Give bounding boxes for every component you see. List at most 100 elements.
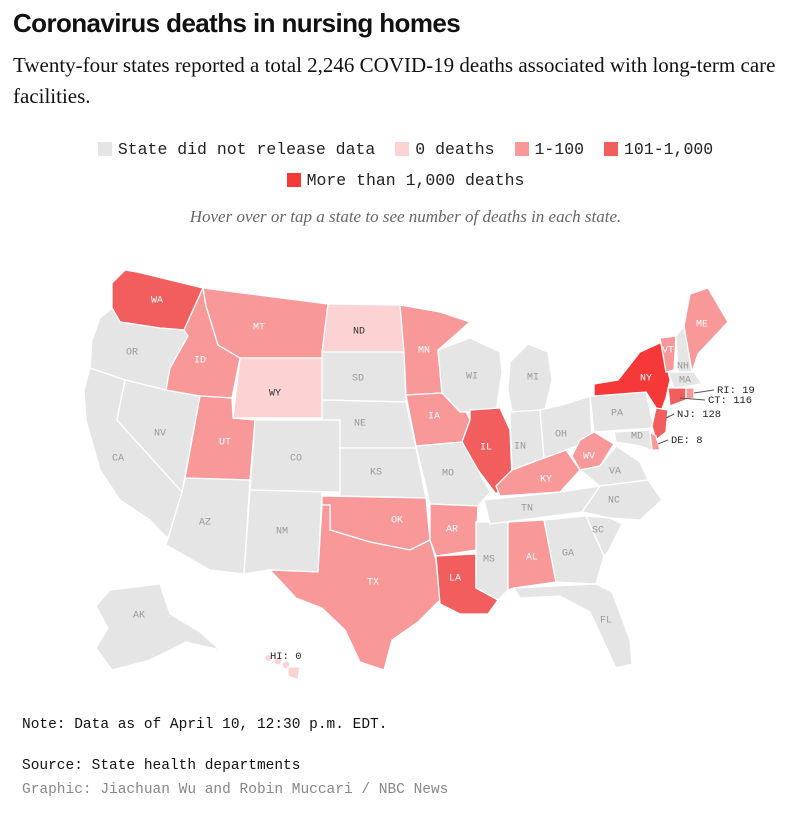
legend-item-zero: 0 deaths — [395, 139, 495, 159]
label-or: OR — [126, 348, 138, 359]
label-tx: TX — [367, 578, 379, 589]
label-sd: SD — [352, 374, 364, 385]
state-wi[interactable] — [437, 337, 503, 413]
label-mn: MN — [418, 346, 430, 357]
state-nc[interactable] — [580, 479, 663, 521]
legend-item-1-100: 1-100 — [514, 139, 585, 159]
label-co: CO — [290, 454, 302, 465]
legend-item-101-1000: 101-1,000 — [604, 140, 713, 159]
chart-subtitle: Twenty-four states reported a total 2,24… — [13, 53, 776, 108]
legend-row-1: State did not release data 0 deaths 1-10… — [0, 137, 811, 161]
legend-label-over-1000: More than 1,000 deaths — [306, 170, 525, 190]
callout-hi: HI: 0 — [270, 651, 302, 663]
state-mi[interactable] — [507, 343, 553, 415]
label-al: AL — [526, 553, 538, 564]
label-id: ID — [194, 356, 206, 367]
legend-label-101-1000: 101-1,000 — [624, 139, 714, 159]
state-ma[interactable] — [667, 371, 704, 389]
state-il[interactable] — [461, 407, 513, 495]
state-nj[interactable] — [651, 407, 669, 442]
credit-line: Graphic: Jiachuan Wu and Robin Muccari /… — [22, 782, 449, 798]
label-ms: MS — [483, 555, 495, 566]
legend-label-no-data: State did not release data — [117, 139, 376, 159]
state-ga[interactable] — [543, 515, 605, 585]
state-vt[interactable] — [659, 335, 677, 373]
legend-item-over-1000: More than 1,000 deaths — [286, 170, 525, 190]
state-sc[interactable] — [584, 515, 623, 558]
source-line: Source: State health departments — [22, 758, 301, 774]
state-md[interactable] — [613, 429, 657, 454]
label-ok: OK — [391, 516, 403, 527]
hover-hint: Hover over or tap a state to see number … — [189, 207, 622, 226]
legend: State did not release data 0 deaths 1-10… — [0, 137, 811, 199]
label-ga: GA — [562, 549, 574, 560]
label-ut: UT — [219, 438, 231, 449]
callout-nj: NJ: 128 — [677, 409, 721, 421]
label-ar: AR — [446, 525, 458, 536]
label-ak: AK — [133, 611, 145, 622]
footnote: Note: Data as of April 10, 12:30 p.m. ED… — [22, 717, 388, 733]
label-fl: FL — [600, 616, 612, 627]
label-va: VA — [609, 467, 621, 478]
state-ky[interactable] — [495, 449, 581, 497]
legend-swatch-over-1000 — [286, 173, 301, 187]
label-az: AZ — [199, 518, 211, 529]
state-ks[interactable] — [339, 447, 427, 499]
label-sc: SC — [592, 526, 604, 537]
label-nc: NC — [608, 496, 620, 507]
label-nh: NH — [677, 362, 689, 373]
state-ct[interactable] — [667, 387, 687, 407]
legend-label-1-100: 1-100 — [534, 139, 585, 159]
legend-row-2: More than 1,000 deaths — [0, 168, 811, 192]
state-fl[interactable] — [512, 583, 633, 669]
label-mi: MI — [527, 373, 539, 384]
label-ma: MA — [679, 376, 691, 387]
legend-swatch-1-100 — [514, 142, 529, 156]
label-ca: CA — [112, 454, 124, 465]
legend-swatch-no-data — [97, 142, 112, 156]
state-ak[interactable] — [95, 583, 221, 671]
leader-nj — [665, 413, 675, 419]
state-mt[interactable] — [202, 287, 329, 359]
label-pa: PA — [611, 409, 623, 420]
label-ny: NY — [640, 374, 652, 385]
label-ne: NE — [354, 419, 366, 430]
leader-ri — [693, 389, 715, 394]
chart-title: Coronavirus deaths in nursing homes — [13, 8, 461, 38]
legend-label-zero: 0 deaths — [415, 139, 495, 159]
label-il: IL — [480, 443, 492, 454]
state-az[interactable] — [165, 477, 251, 575]
label-nm: NM — [276, 527, 288, 538]
hi-island — [273, 656, 283, 666]
state-tx[interactable] — [268, 504, 441, 671]
label-nd: ND — [353, 327, 365, 338]
label-nv: NV — [154, 429, 166, 440]
label-ky: KY — [540, 475, 552, 486]
label-mt: MT — [253, 323, 265, 334]
state-ar[interactable] — [429, 503, 479, 557]
hi-island — [287, 666, 301, 681]
state-al[interactable] — [507, 519, 557, 591]
hi-island — [263, 653, 273, 663]
state-ri[interactable] — [685, 387, 695, 401]
state-hi[interactable] — [263, 653, 301, 681]
legend-item-no-data: State did not release data — [97, 139, 376, 159]
legend-swatch-101-1000 — [604, 142, 619, 156]
leader-ct — [679, 397, 706, 401]
label-oh: OH — [555, 430, 567, 441]
legend-swatch-zero — [395, 142, 410, 156]
label-tn: TN — [521, 504, 533, 515]
label-wi: WI — [466, 372, 478, 383]
callout-ct: CT: 116 — [708, 395, 752, 407]
leader-de — [657, 439, 669, 445]
label-me: ME — [696, 320, 708, 331]
callout-de: DE: 8 — [671, 435, 703, 447]
label-wa: WA — [151, 296, 163, 307]
label-la: LA — [449, 574, 461, 585]
label-ks: KS — [370, 468, 382, 479]
callout-ri: RI: 19 — [717, 385, 755, 397]
state-de[interactable] — [649, 430, 661, 451]
label-wv: WV — [583, 452, 595, 463]
label-in: IN — [514, 442, 526, 453]
